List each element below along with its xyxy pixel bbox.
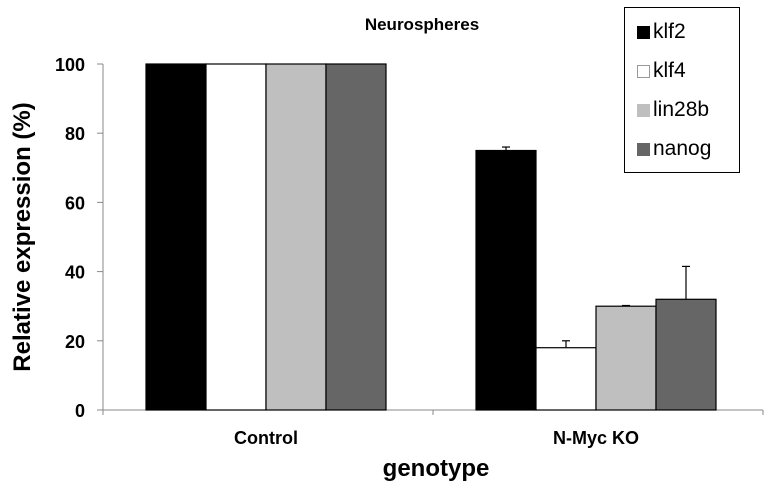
bars (145, 63, 717, 411)
bar-klf2-n-myc-ko (475, 149, 537, 411)
y-tick-label: 20 (65, 332, 85, 352)
legend-label: klf2 (653, 20, 686, 43)
legend-label: nanog (653, 137, 712, 160)
bar-nanog-control (325, 63, 387, 411)
y-tick-label: 0 (75, 401, 85, 421)
legend-swatch-icon (637, 103, 650, 117)
legend-item-klf2: klf2 (637, 17, 686, 47)
bar-klf4-n-myc-ko (535, 347, 597, 411)
x-tick-label: N-Myc KO (553, 428, 639, 448)
bar-lin28b-control (265, 63, 327, 411)
y-tick-label: 40 (65, 263, 85, 283)
legend-swatch-icon (637, 64, 650, 78)
y-tick-label: 80 (65, 124, 85, 144)
bar-klf4-control (205, 63, 267, 411)
legend-swatch-icon (637, 25, 650, 39)
legend-swatch-icon (637, 142, 650, 156)
y-tick-label: 100 (55, 55, 85, 75)
bar-lin28b-n-myc-ko (595, 305, 657, 411)
bar-klf2-control (145, 63, 207, 411)
y-axis: 0 20 40 60 80 100 (55, 55, 104, 421)
legend: klf2 klf4 lin28b nanog (624, 7, 740, 173)
chart-title: Neurospheres (365, 15, 479, 34)
legend-item-nanog: nanog (637, 134, 711, 164)
legend-label: klf4 (653, 59, 686, 82)
x-axis-label: genotype (383, 455, 490, 482)
x-tick-label: Control (234, 428, 298, 448)
y-tick-label: 60 (65, 193, 85, 213)
bar-nanog-n-myc-ko (655, 298, 717, 411)
legend-item-lin28b: lin28b (637, 95, 709, 125)
legend-item-klf4: klf4 (637, 56, 686, 86)
legend-label: lin28b (653, 98, 710, 121)
y-axis-label: Relative expression (%) (9, 102, 36, 371)
x-axis: Control N-Myc KO (102, 409, 764, 448)
